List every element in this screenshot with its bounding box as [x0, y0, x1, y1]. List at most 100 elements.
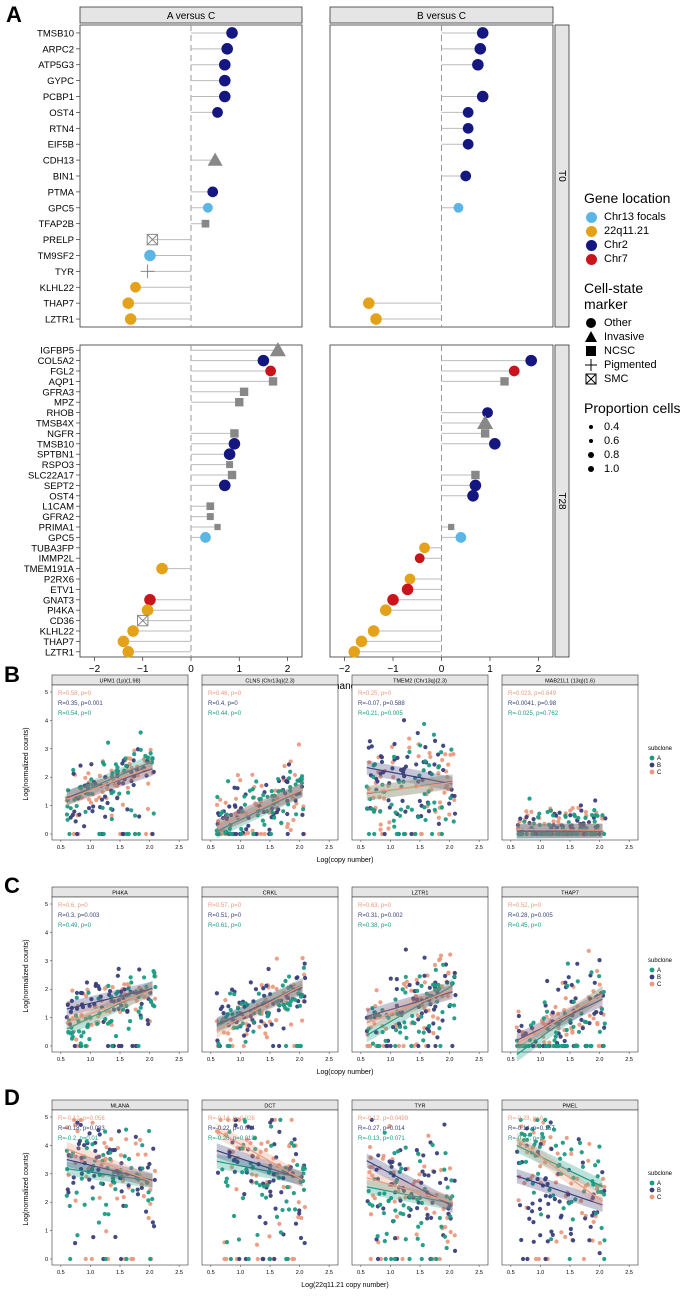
scatter-point: [257, 1183, 262, 1188]
scatter-point: [420, 1243, 425, 1248]
x-tick-label: −1: [137, 664, 149, 675]
gene-label: TMSB4X: [36, 419, 75, 430]
scatter-point: [109, 1137, 114, 1142]
scatter-point: [368, 1015, 373, 1020]
scatter-point: [535, 1149, 541, 1155]
scatter-point: [145, 1180, 150, 1185]
scatter-point: [245, 1027, 250, 1033]
x-tick-label: 1.5: [566, 1057, 574, 1063]
regression-line: [216, 789, 303, 828]
scatter-point: [432, 762, 437, 767]
scatter-point: [238, 778, 243, 783]
scatter-point: [104, 1229, 109, 1234]
scatter-point: [115, 796, 120, 801]
scatter-point: [111, 999, 116, 1004]
scatter-point: [272, 793, 277, 798]
scatter-point: [281, 809, 286, 814]
scatter-point: [533, 1256, 539, 1262]
scatter-point: [65, 1187, 70, 1192]
scatter-point: [293, 798, 298, 803]
scatter-point: [416, 1224, 421, 1229]
scatter-point: [415, 1205, 420, 1211]
x-tick-label: 0.5: [57, 1270, 65, 1276]
scatter-point: [569, 1199, 574, 1205]
scatter-point: [442, 790, 447, 795]
scatter-point: [119, 1043, 124, 1049]
scatter-point: [556, 1026, 561, 1031]
panel-a-legend: Gene location Chr13 focals 22q11.21 Chr2 Ch…: [584, 190, 681, 476]
scatter-point: [391, 818, 396, 823]
scatter-point: [120, 781, 126, 786]
scatter-point: [602, 1256, 607, 1262]
scatter-point: [300, 812, 305, 817]
correlation-stat: R=0.57, p=0: [208, 903, 242, 909]
regression-line: [366, 1177, 453, 1204]
scatter-point: [238, 1024, 243, 1029]
scatter-point: [112, 1180, 117, 1185]
facet-title: TYR: [415, 1104, 426, 1110]
y-tick-label: 2: [45, 775, 48, 781]
lollipop-point: [453, 202, 464, 213]
scatter-point: [102, 794, 108, 799]
scatter-point: [255, 1155, 260, 1160]
facet-strip-0: [79, 6, 303, 24]
scatter-point: [102, 1140, 107, 1146]
lollipop-point: [404, 573, 416, 585]
scatter-point: [123, 1127, 129, 1132]
lollipop-point: [239, 387, 249, 396]
scatter-point: [452, 797, 457, 803]
x-axis-label: Log(copy number): [317, 857, 374, 864]
scatter-point: [443, 1151, 448, 1156]
scatter-point: [377, 1191, 382, 1196]
scatter-point: [263, 1195, 269, 1200]
scatter-point: [564, 1135, 569, 1141]
scatter-point: [428, 993, 433, 998]
scatter-point: [394, 977, 399, 982]
scatter-point: [64, 1015, 69, 1020]
scatter-point: [214, 1019, 220, 1024]
scatter-point: [289, 1117, 294, 1122]
scatter-point: [138, 747, 143, 753]
x-tick-label: 0.5: [507, 1270, 515, 1276]
scatter-point: [518, 1043, 523, 1049]
scatter-point: [298, 1043, 303, 1049]
lollipop-point: [472, 58, 484, 71]
scatter-point: [401, 766, 407, 772]
x-tick-label: 1.0: [237, 845, 245, 851]
scatter-point: [522, 819, 527, 824]
scatter-point: [131, 1256, 136, 1262]
scatter-point: [152, 1177, 157, 1183]
scatter-point: [562, 1038, 567, 1044]
scatter-point: [562, 1152, 567, 1157]
scatter-point: [266, 966, 271, 972]
scatter-point: [292, 1207, 298, 1212]
scatter-point: [297, 1003, 303, 1008]
legend-location-item: Chr2: [584, 238, 681, 252]
scatter-point: [571, 1175, 576, 1180]
scatter-point: [591, 1016, 596, 1021]
y-tick-label: 2: [45, 987, 48, 993]
scatter-point: [382, 1239, 387, 1244]
scatter-point: [239, 826, 244, 832]
legend-marker-icon: [584, 344, 598, 358]
scatter-point: [401, 1188, 407, 1193]
correlation-stat: R=0.21, p=0.005: [358, 711, 403, 717]
scatter-point: [401, 1203, 406, 1208]
scatter-point: [417, 1159, 423, 1164]
scatter-point: [535, 1171, 541, 1176]
scatter-point: [225, 779, 231, 784]
scatter-point: [82, 824, 87, 829]
scatter-point: [575, 1043, 580, 1049]
scatter-point: [90, 1142, 95, 1147]
scatter-point: [422, 1164, 427, 1169]
scatter-point: [253, 987, 259, 992]
scatter-point: [218, 1006, 223, 1012]
scatter-point: [416, 1017, 421, 1022]
y-tick-label: 1: [45, 1229, 48, 1235]
scatter-point: [122, 1154, 127, 1159]
scatter-point: [150, 756, 155, 761]
scatter-point: [288, 788, 293, 793]
scatter-point: [72, 1043, 77, 1049]
scatter-point: [75, 1233, 80, 1238]
scatter-point: [71, 1175, 76, 1180]
